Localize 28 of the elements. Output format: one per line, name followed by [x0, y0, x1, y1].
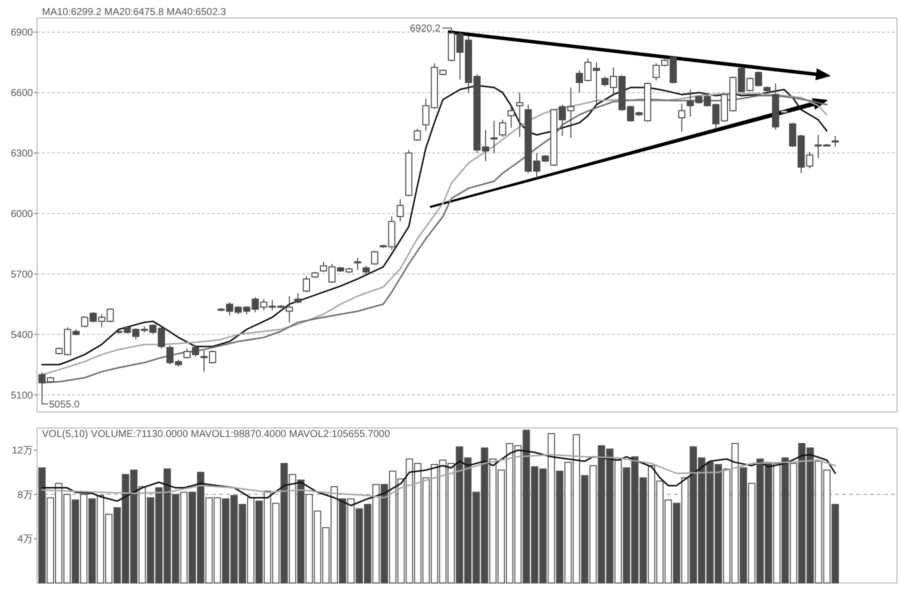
y-tick-label: 6600 [10, 88, 34, 100]
candlestick [354, 257, 362, 270]
y-tick-label: 5700 [10, 269, 34, 280]
candlestick [490, 120, 498, 154]
y-tick-label: 12万 [12, 446, 33, 457]
candlestick [371, 250, 378, 266]
candlestick [414, 128, 421, 142]
candlestick [678, 103, 686, 132]
y-tick-label: 6000 [10, 208, 34, 220]
annotation: 6920.2 [410, 24, 441, 35]
annotation: 5055.0 [49, 399, 80, 410]
y-tick-label: 5400 [10, 330, 34, 341]
candlestick [362, 265, 370, 276]
candlestick [302, 275, 310, 293]
candlestick [499, 119, 506, 138]
candlestick [396, 198, 404, 222]
candlestick [294, 292, 302, 304]
line-series [41, 449, 836, 506]
y-tick-label: 6900 [10, 28, 34, 39]
chart-title: VOL(5,10) VOLUME:71130.0000 MAVOL1:98870.4000 MAVOL2:105655.7000 [42, 429, 390, 440]
y-tick-label: 4万 [17, 534, 33, 546]
y-tick-label: 8万 [17, 490, 33, 501]
candlestick [516, 92, 524, 138]
y-tick-label: 5100 [10, 390, 34, 402]
candlestick [508, 104, 515, 128]
chart-title: MA10:6299.2 MA20:6475.8 MA40:6502.3 [42, 7, 226, 18]
candlestick [832, 135, 839, 148]
y-tick-label: 6300 [10, 148, 34, 160]
